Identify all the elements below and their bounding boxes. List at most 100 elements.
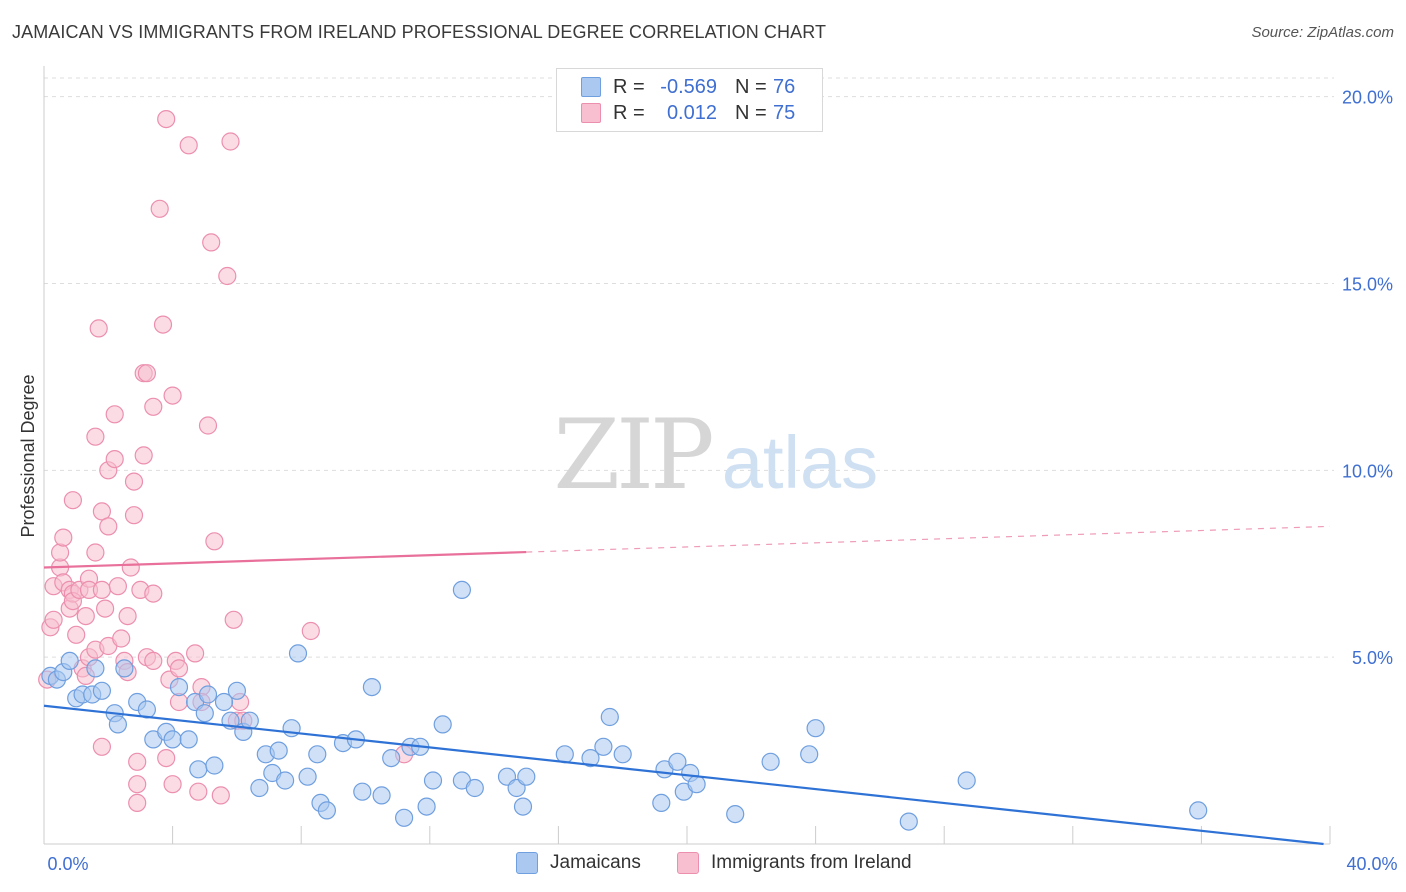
point-jamaicans — [1189, 801, 1208, 820]
point-jamaicans — [806, 719, 825, 738]
point-jamaicans — [269, 741, 288, 760]
legend-swatch-blue — [581, 77, 601, 97]
point-ireland — [205, 532, 224, 551]
trend-line-jamaicans — [43, 704, 1324, 846]
point-jamaicans — [169, 677, 189, 697]
y-tick-label: 20.0% — [1342, 88, 1393, 108]
point-jamaicans — [613, 745, 632, 764]
source-label: Source: ZipAtlas.com — [1251, 24, 1394, 41]
point-jamaicans — [594, 737, 613, 756]
point-ireland — [202, 233, 221, 252]
point-jamaicans — [726, 804, 745, 824]
point-ireland — [92, 580, 112, 600]
legend-row-jamaicans: R = -0.569 N = 76 — [581, 74, 795, 100]
point-ireland — [67, 625, 86, 644]
point-jamaicans — [317, 801, 336, 820]
legend-row-ireland: R = 0.012 N = 75 — [581, 100, 795, 126]
point-ireland — [76, 606, 95, 626]
point-jamaicans — [668, 752, 687, 771]
watermark-atlas: atlas — [722, 421, 878, 504]
point-ireland — [95, 599, 115, 618]
legend-n-value: 76 — [773, 75, 796, 98]
y-tick-label: 15.0% — [1342, 275, 1393, 295]
legend-swatch-pink — [581, 103, 601, 123]
point-jamaicans — [240, 711, 259, 730]
point-ireland — [128, 752, 147, 771]
point-ireland — [86, 427, 105, 446]
point-jamaicans — [600, 707, 619, 727]
point-jamaicans — [227, 681, 246, 700]
point-ireland — [54, 528, 73, 547]
point-ireland — [124, 506, 144, 525]
watermark-zip: ZIP — [553, 399, 712, 511]
series-legend-ireland: Immigrants from Ireland — [677, 852, 912, 874]
point-ireland — [198, 416, 218, 435]
point-jamaicans — [423, 771, 443, 790]
point-ireland — [99, 517, 118, 536]
point-jamaicans — [362, 677, 381, 697]
legend-n-label: N = — [735, 75, 767, 98]
point-jamaicans — [452, 580, 471, 600]
point-ireland — [92, 502, 112, 521]
point-jamaicans — [353, 782, 372, 801]
point-jamaicans — [517, 767, 536, 786]
point-jamaicans — [108, 715, 128, 734]
point-jamaicans — [60, 651, 79, 671]
point-jamaicans — [417, 797, 436, 816]
point-ireland — [105, 450, 124, 469]
point-ireland — [163, 386, 182, 405]
trend-line-extension-ireland — [526, 525, 1331, 553]
point-ireland — [179, 136, 198, 155]
legend-r-value: 0.012 — [666, 101, 717, 124]
point-ireland — [105, 405, 124, 424]
point-jamaicans — [687, 775, 706, 794]
point-jamaicans — [652, 793, 671, 813]
series-label-jamaicans: Jamaicans — [550, 852, 641, 873]
point-jamaicans — [86, 659, 105, 678]
point-jamaicans — [957, 771, 976, 790]
point-jamaicans — [276, 771, 295, 790]
x-tick-label: 40.0% — [1346, 854, 1397, 874]
trend-layer — [43, 525, 1331, 846]
point-ireland — [144, 584, 163, 603]
point-ireland — [221, 132, 240, 151]
point-ireland — [144, 651, 163, 671]
point-ireland — [157, 109, 176, 129]
point-ireland — [86, 543, 105, 562]
point-jamaicans — [581, 748, 600, 768]
point-jamaicans — [137, 700, 156, 719]
series-swatch-pink — [677, 852, 699, 874]
point-jamaicans — [372, 786, 391, 805]
point-jamaicans — [800, 745, 819, 764]
point-ireland — [163, 775, 182, 794]
series-label-ireland: Immigrants from Ireland — [711, 852, 912, 873]
y-tick-label: 10.0% — [1342, 461, 1393, 481]
point-jamaicans — [433, 715, 452, 734]
point-ireland — [118, 606, 137, 626]
axis-layer: 5.0% 10.0% 15.0% 20.0% 0.0% 40.0% — [43, 66, 1398, 874]
point-ireland — [108, 577, 128, 596]
grid-layer — [44, 77, 1334, 658]
legend-r-label: R = — [613, 101, 645, 124]
point-ireland — [44, 610, 63, 629]
series-swatch-blue — [516, 852, 538, 874]
point-ireland — [134, 446, 153, 465]
point-ireland — [128, 775, 147, 794]
point-jamaicans — [465, 778, 484, 798]
point-ireland — [189, 782, 208, 801]
point-jamaicans — [395, 808, 414, 827]
point-jamaicans — [115, 659, 134, 678]
point-jamaicans — [298, 767, 317, 786]
point-jamaicans — [899, 812, 918, 831]
y-tick-label: 5.0% — [1352, 648, 1393, 668]
point-ireland — [50, 543, 70, 562]
point-ireland — [144, 397, 163, 416]
point-jamaicans — [555, 745, 574, 764]
point-jamaicans — [761, 752, 780, 771]
point-jamaicans — [195, 704, 214, 723]
point-ireland — [224, 610, 243, 629]
point-ireland — [63, 491, 83, 510]
point-jamaicans — [513, 797, 533, 816]
series-legend-jamaicans: Jamaicans — [516, 852, 641, 874]
